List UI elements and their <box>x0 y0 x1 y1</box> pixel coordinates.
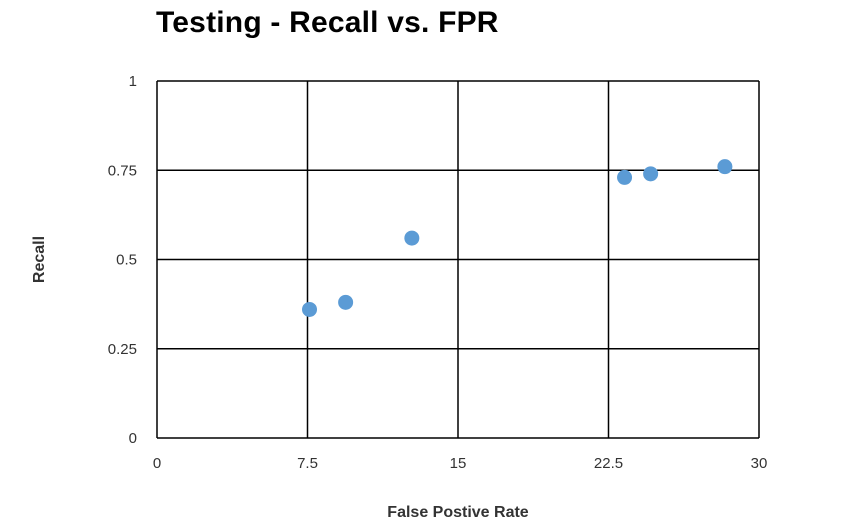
data-point <box>404 230 420 246</box>
data-point <box>643 166 659 182</box>
data-point <box>617 169 633 185</box>
data-point <box>338 294 354 310</box>
x-axis-title: False Postive Rate <box>387 504 529 521</box>
y-tick-label: 0.75 <box>108 162 137 179</box>
y-tick-label: 0 <box>129 430 137 447</box>
y-tick-label: 1 <box>129 73 137 90</box>
x-tick-label: 22.5 <box>594 455 623 472</box>
chart-title: Testing - Recall vs. FPR <box>156 6 499 39</box>
x-tick-label: 30 <box>751 455 768 472</box>
grid-layer <box>156 80 760 439</box>
x-tick-label: 15 <box>450 455 467 472</box>
tick-labels: 0 7.5 15 22.5 30 0 0.25 0.5 0.75 1 <box>108 73 768 472</box>
y-tick-label: 0.5 <box>116 252 137 269</box>
data-point <box>717 159 733 175</box>
x-tick-label: 7.5 <box>297 455 318 472</box>
data-points <box>302 159 733 317</box>
y-axis-title: Recall <box>31 236 48 283</box>
x-tick-label: 0 <box>153 455 161 472</box>
y-tick-label: 0.25 <box>108 341 137 358</box>
data-point <box>302 301 318 317</box>
